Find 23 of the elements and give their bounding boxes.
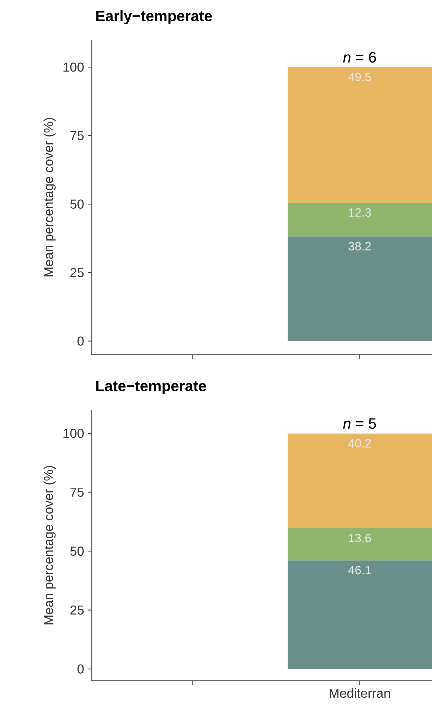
y-tick-label: 0 (78, 664, 84, 674)
y-tick-label: 25 (70, 268, 84, 278)
chart-title: Late−temperate (96, 381, 206, 394)
y-tick-label: 100 (64, 428, 84, 438)
annotation: n = 6 (343, 52, 376, 63)
data-label: 12.3 (349, 208, 372, 217)
y-tick-label: 50 (70, 546, 84, 556)
annotation: n = 5 (343, 418, 376, 430)
y-tick-label: 75 (70, 488, 84, 498)
data-label: 13.6 (349, 534, 372, 543)
y-tick-label: 25 (70, 606, 84, 615)
y-tick-label: 50 (70, 200, 84, 209)
y-tick-label: 75 (70, 131, 84, 140)
y-tick-label: 100 (64, 62, 84, 72)
data-label: 38.2 (348, 242, 372, 251)
data-label: 49.5 (348, 72, 372, 82)
data-label: 46.1 (348, 566, 372, 575)
y-axis-title: Mean percentage cover (%) (44, 118, 56, 277)
y-axis-title: Mean percentage cover (%) (44, 466, 56, 625)
chart-title: Early−temperate (96, 10, 212, 24)
data-label: 40.2 (348, 439, 372, 448)
y-tick-label: 0 (78, 336, 84, 346)
x-tick-label: Mediterran (330, 688, 390, 698)
